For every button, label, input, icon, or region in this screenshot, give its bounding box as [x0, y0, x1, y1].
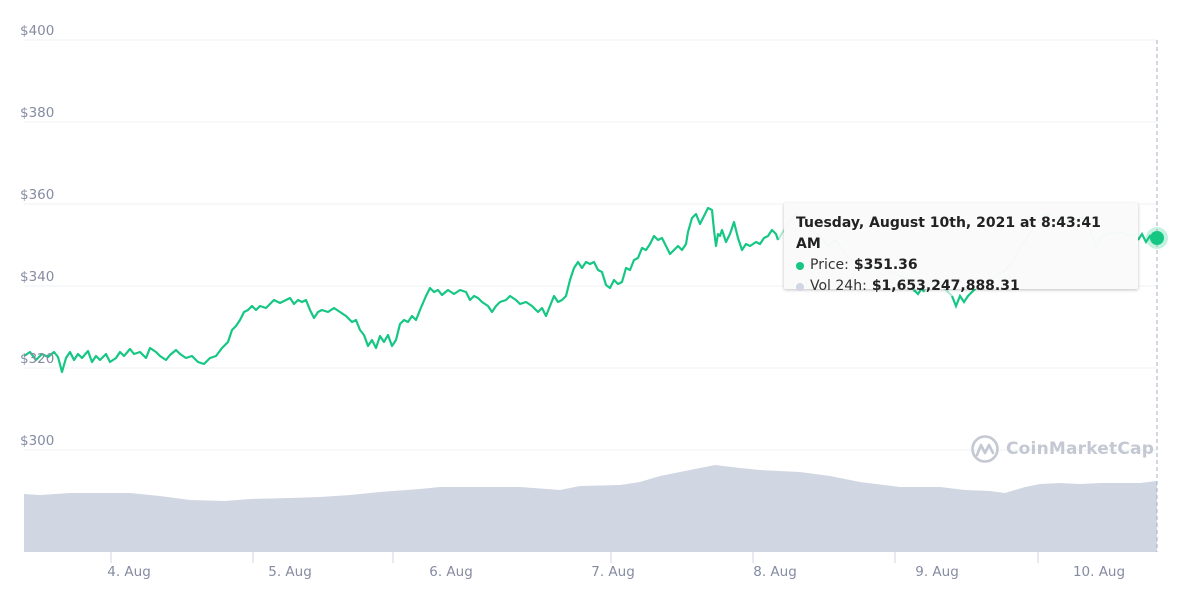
price-line-lower: [913, 285, 977, 309]
x-label-9-aug: 9. Aug: [915, 564, 959, 580]
y-label-380: $380: [20, 105, 55, 121]
chart-tooltip: Tuesday, August 10th, 2021 at 8:43:41 AM…: [784, 203, 1138, 294]
price-line: [23, 206, 780, 374]
watermark-text: CoinMarketCap: [1006, 439, 1155, 459]
x-label-8-aug: 8. Aug: [753, 564, 797, 580]
tooltip-price-row: Price: $351.36: [796, 255, 1126, 276]
x-label-4-aug: 4. Aug: [107, 564, 151, 580]
tooltip-price-label: Price:: [810, 257, 849, 273]
gridlines: [24, 39, 1157, 451]
y-label-300: $300: [20, 433, 55, 449]
volume-dot-icon: [796, 282, 804, 291]
x-label-5-aug: 5. Aug: [268, 564, 312, 580]
coinmarketcap-watermark: CoinMarketCap: [970, 434, 1154, 464]
hover-marker[interactable]: [1150, 231, 1164, 245]
volume-area: [24, 465, 1157, 552]
x-label-10-aug: 10. Aug: [1072, 564, 1126, 580]
tooltip-volume-label: Vol 24h:: [810, 278, 867, 294]
tooltip-price-value: $351.36: [853, 257, 918, 273]
y-label-340: $340: [20, 269, 55, 285]
tooltip-volume-value: $1,653,247,888.31: [871, 278, 1020, 294]
x-label-7-aug: 7. Aug: [591, 564, 635, 580]
y-label-360: $360: [20, 187, 55, 203]
tooltip-volume-row: Vol 24h: $1,653,247,888.31: [796, 276, 1126, 297]
price-dot-icon: [796, 261, 804, 270]
x-label-6-aug: 6. Aug: [429, 564, 473, 580]
coinmarketcap-logo-icon: [971, 435, 999, 463]
y-label-400: $400: [20, 23, 55, 39]
tooltip-date: Tuesday, August 10th, 2021 at 8:43:41 AM: [796, 215, 1101, 252]
y-label-320: $320: [20, 351, 55, 367]
x-ticks: [110, 552, 1039, 563]
